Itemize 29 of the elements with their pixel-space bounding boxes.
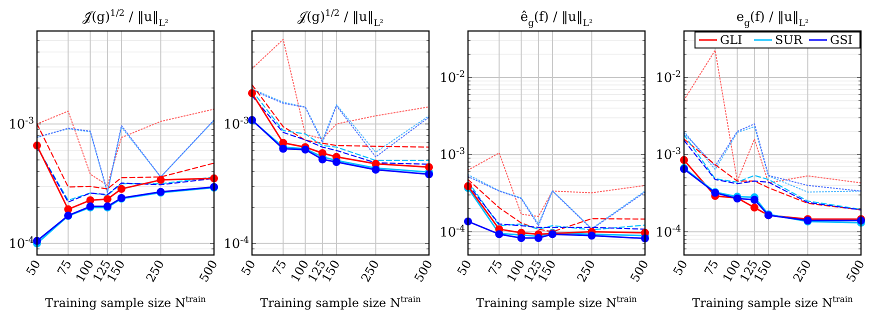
x-axis-title: Training sample size N$^{train}$ (260, 294, 422, 310)
y-tick-label: 10$^{-3}$ (440, 147, 466, 164)
legend-label: GLI (720, 33, 743, 48)
x-tick-label: 50 (238, 258, 258, 278)
y-tick-label: 10$^{-4}$ (440, 224, 466, 240)
y-tick-label: 10$^{-3}$ (224, 116, 250, 133)
y-tick-label: 10$^{-4}$ (224, 236, 250, 252)
y-tick-label: 10$^{-3}$ (8, 116, 34, 133)
x-tick-label: 75 (270, 258, 290, 278)
x-tick-label: 75 (486, 258, 506, 278)
legend-label: SUR (775, 33, 804, 48)
x-axis-title: Training sample size N$^{train}$ (476, 294, 638, 310)
x-tick-label: 50 (23, 258, 44, 278)
chart-title: ê$_{g}$(f) / ‖u‖$_{L²}$ (520, 10, 593, 29)
y-tick-label: 10$^{-2}$ (440, 70, 465, 86)
chart-title: e$_{g}$(f) / ‖u‖$_{L²}$ (736, 10, 809, 29)
x-axis-title: Training sample size N$^{train}$ (45, 294, 207, 310)
y-tick-label: 10$^{-4}$ (8, 236, 34, 252)
x-tick-label: 50 (454, 258, 474, 278)
chart-title: 𝒥̂(g)$^{1/2}$ / ‖u‖$_{L²}$ (82, 9, 169, 29)
chart-title: 𝒥(g)$^{1/2}$ / ‖u‖$_{L²}$ (298, 9, 384, 29)
y-tick-label: 10$^{-2}$ (656, 70, 681, 86)
y-tick-label: 10$^{-4}$ (656, 224, 682, 240)
x-tick-label: 50 (670, 258, 690, 278)
y-tick-label: 10$^{-3}$ (656, 147, 682, 164)
legend-label: GSI (830, 33, 853, 48)
x-tick-label: 75 (702, 258, 722, 278)
x-axis-title: Training sample size N$^{train}$ (692, 294, 854, 310)
x-tick-label: 75 (54, 258, 74, 278)
